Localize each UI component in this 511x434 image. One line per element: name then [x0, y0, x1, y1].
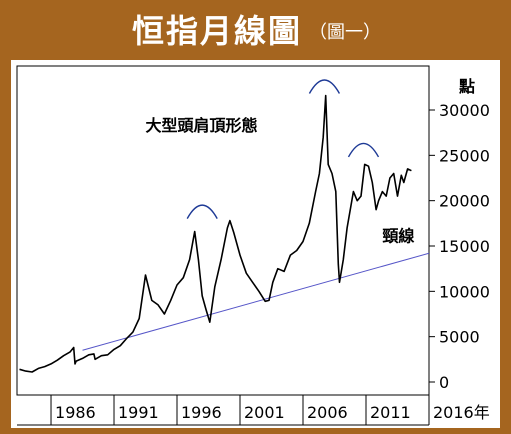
- pattern-arc: [186, 204, 218, 219]
- y-tick-label: 25000: [439, 146, 490, 165]
- neckline: [82, 252, 430, 351]
- pattern-arc: [347, 142, 380, 158]
- x-tick-label: 1996: [181, 403, 222, 422]
- chart-panel: 0 5000 10000 15000 20000 25000 30000 點 1986 1991 1…: [11, 60, 500, 428]
- y-tick-label: 20000: [439, 192, 490, 211]
- x-tick-label: 2001: [244, 403, 285, 422]
- x-tick-label: 2016年: [433, 403, 490, 422]
- chart-title: 恒指月線圖: [132, 12, 303, 50]
- y-tick-label: 10000: [439, 282, 490, 301]
- y-tick-label: 15000: [439, 237, 490, 256]
- y-tick-label: 0: [439, 373, 449, 392]
- x-tick-label: 2006: [307, 403, 348, 422]
- neckline-annotation: 頸線: [382, 226, 414, 245]
- pattern-arc: [308, 79, 341, 94]
- x-tick-label: 1986: [55, 403, 96, 422]
- hang-seng-monthly-chart: 0 5000 10000 15000 20000 25000 30000 點 1986 1991 1…: [16, 65, 490, 426]
- series-line-hang-seng: [19, 94, 412, 373]
- title-bar: 恒指月線圖 （圖一）: [0, 0, 511, 56]
- x-tick-label: 1991: [118, 403, 159, 422]
- pattern-annotation: 大型頭肩頂形態: [146, 116, 258, 135]
- y-tick-label: 5000: [439, 328, 480, 347]
- y-axis-label: 點: [459, 77, 475, 96]
- plot-frame: [16, 65, 430, 396]
- x-tick-label: 2011: [370, 403, 411, 422]
- chart-subtitle: （圖一）: [309, 22, 381, 43]
- y-tick-label: 30000: [439, 101, 490, 120]
